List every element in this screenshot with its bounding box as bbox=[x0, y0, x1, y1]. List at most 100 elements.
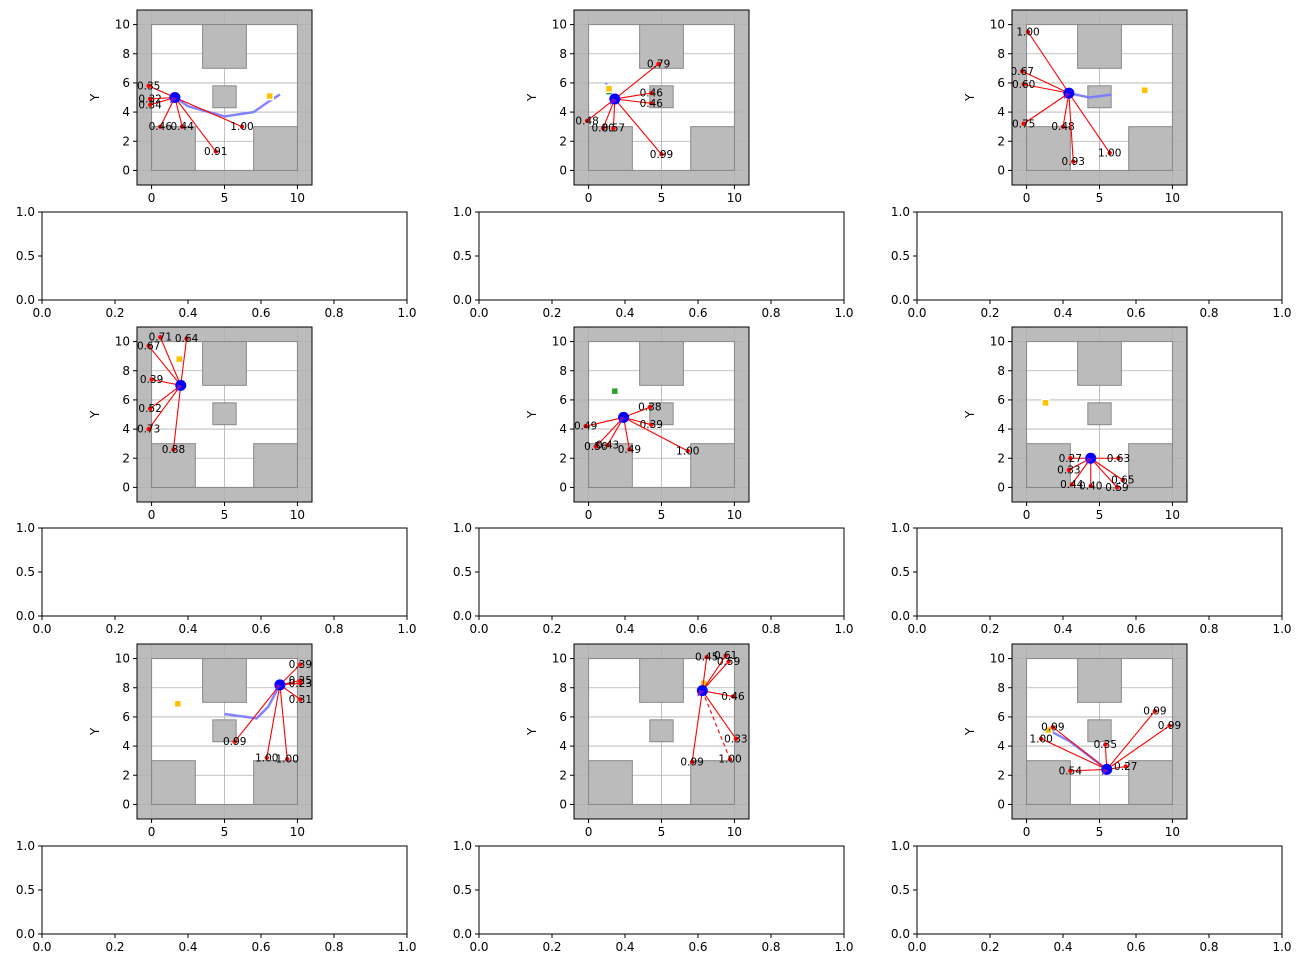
sensor-ray bbox=[148, 385, 182, 430]
obstacle-4 bbox=[690, 760, 735, 805]
y-tick-label: 0.0 bbox=[453, 293, 472, 307]
ray-endpoint bbox=[146, 426, 151, 432]
x-tick-label: 0 bbox=[148, 825, 156, 839]
obstacle-4 bbox=[690, 443, 735, 488]
ray-endpoint bbox=[1116, 456, 1121, 461]
plot-area: 0.390.250.230.310.991.001.00 bbox=[137, 644, 312, 819]
x-tick-label: 10 bbox=[290, 825, 305, 839]
y-tick-label: 6 bbox=[997, 393, 1005, 407]
ray-distance-label: 0.33 bbox=[1057, 464, 1080, 476]
ray-distance-label: 0.38 bbox=[638, 402, 661, 414]
x-tick-label: 0.2 bbox=[542, 306, 561, 320]
x-tick-label: 10 bbox=[727, 508, 742, 522]
empty-panel-9: 0.0 0.2 0.4 0.6 0.8 1.0 0.0 0.5 1.0 bbox=[891, 839, 1292, 954]
wall-3 bbox=[574, 327, 589, 502]
ray-distance-label: 0.48 bbox=[575, 115, 598, 127]
ray-endpoint bbox=[149, 377, 154, 382]
empty-panel-6: 0.0 0.2 0.4 0.6 0.8 1.0 0.0 0.5 1.0 bbox=[891, 521, 1292, 636]
obstacle-1 bbox=[202, 658, 247, 703]
wall-4 bbox=[1172, 327, 1187, 502]
x-tick-label: 0.6 bbox=[251, 622, 270, 636]
y-tick-label: 1.0 bbox=[16, 521, 35, 535]
obstacle-3 bbox=[588, 443, 633, 488]
ray-distance-label: 1.00 bbox=[230, 121, 253, 133]
obstacle-1 bbox=[1077, 341, 1122, 386]
ray-endpoint bbox=[730, 694, 736, 699]
y-axis-label: Y bbox=[525, 410, 539, 419]
ray-endpoint bbox=[264, 755, 269, 760]
x-tick-label: 0.4 bbox=[615, 940, 634, 954]
axes-frame bbox=[41, 527, 408, 617]
robot-heading-arrow bbox=[169, 96, 177, 104]
x-tick-label: 0.0 bbox=[907, 940, 926, 954]
plot-area: 0.670.71 0.64 0.39 0.52 0.730.88 bbox=[137, 327, 312, 502]
empty-panel-1: 0.0 0.2 0.4 0.6 0.8 1.0 0.0 0.5 1.0 bbox=[16, 205, 417, 320]
obstacle-3 bbox=[588, 760, 633, 805]
obstacle-2 bbox=[212, 85, 237, 109]
y-tick-label: 0.0 bbox=[891, 927, 910, 941]
ray-distance-label: 0.46 bbox=[640, 98, 664, 110]
ray-endpoint bbox=[1038, 736, 1044, 741]
y-tick-label: 1.0 bbox=[891, 205, 910, 219]
ray-distance-label: 0.27 bbox=[1059, 453, 1082, 465]
x-tick-label: 0.8 bbox=[761, 940, 780, 954]
y-tick-label: 1.0 bbox=[16, 839, 35, 853]
ray-distance-label: 0.73 bbox=[137, 424, 160, 436]
y-axis-label: Y bbox=[88, 727, 102, 736]
x-tick-label: 0.0 bbox=[469, 622, 488, 636]
ray-distance-label: 0.23 bbox=[289, 678, 312, 690]
ray-endpoint bbox=[583, 423, 588, 429]
x-tick-label: 0.6 bbox=[688, 306, 707, 320]
x-tick-label: 0.2 bbox=[542, 940, 561, 954]
ray-endpoint bbox=[1068, 456, 1073, 461]
axes-frame bbox=[916, 845, 1283, 935]
x-tick-label: 0.2 bbox=[105, 940, 124, 954]
x-tick-label: 0.6 bbox=[688, 940, 707, 954]
ray-distance-label: 0.46 bbox=[721, 691, 745, 703]
goal-marker bbox=[175, 354, 184, 364]
ray-distance-label: 0.99 bbox=[1041, 722, 1064, 734]
ray-distance-label: 0.71 bbox=[149, 332, 172, 344]
wall-4 bbox=[297, 327, 312, 502]
sensor-ray bbox=[1068, 93, 1074, 162]
wall-3 bbox=[574, 644, 589, 819]
ray-endpoint bbox=[1071, 159, 1076, 164]
ray-distance-label: 0.45 bbox=[695, 652, 718, 664]
plot-area: 0.450.610.59 0.46 0.33 0.99 1.00 bbox=[574, 644, 749, 819]
ray-endpoint bbox=[1020, 69, 1025, 74]
x-tick-label: 10 bbox=[727, 825, 742, 839]
x-tick-label: 0.2 bbox=[105, 306, 124, 320]
y-tick-label: 2 bbox=[997, 451, 1005, 465]
ray-distance-label: 0.33 bbox=[724, 733, 747, 745]
sensor-ray bbox=[1070, 768, 1107, 772]
wall-4 bbox=[734, 327, 749, 502]
ray-distance-label: 0.60 bbox=[1012, 79, 1035, 91]
robot-heading-arrow bbox=[697, 689, 705, 697]
y-axis-label: Y bbox=[963, 410, 977, 419]
ray-endpoint bbox=[147, 102, 153, 107]
x-tick-label: 0.6 bbox=[251, 940, 270, 954]
ray-endpoint bbox=[147, 96, 153, 102]
ray-endpoint bbox=[298, 697, 303, 702]
axes-frame bbox=[478, 845, 845, 935]
ray-endpoint bbox=[146, 343, 151, 349]
sensor-ray bbox=[1040, 738, 1108, 770]
y-tick-label: 1.0 bbox=[16, 205, 35, 219]
ray-distance-label: 1.00 bbox=[1098, 147, 1121, 159]
ray-distance-label: 0.61 bbox=[714, 650, 737, 662]
x-tick-label: 5 bbox=[1096, 825, 1104, 839]
y-tick-label: 0.0 bbox=[16, 293, 35, 307]
ray-distance-label: 0.99 bbox=[650, 149, 673, 161]
axes-frame bbox=[478, 211, 845, 301]
goal-marker bbox=[1044, 725, 1053, 735]
y-tick-label: 4 bbox=[559, 105, 567, 119]
sensor-ray bbox=[701, 690, 731, 760]
ray-endpoint bbox=[600, 125, 606, 131]
sensor-ray bbox=[174, 97, 217, 152]
ray-endpoint bbox=[180, 124, 185, 129]
sensor-ray bbox=[585, 416, 624, 427]
ray-distance-label: 0.59 bbox=[717, 656, 740, 668]
x-tick-label: 5 bbox=[658, 825, 666, 839]
ray-distance-label: 0.44 bbox=[1060, 479, 1084, 491]
sensor-ray bbox=[701, 661, 729, 692]
